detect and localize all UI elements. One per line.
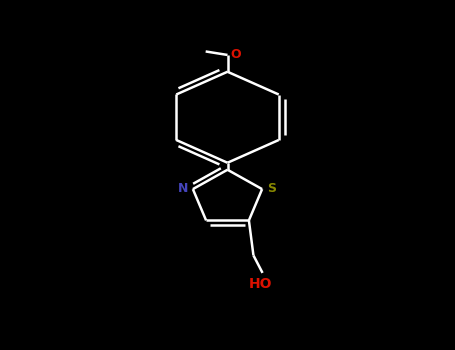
Text: HO: HO bbox=[248, 277, 272, 291]
Text: O: O bbox=[230, 48, 241, 62]
Text: N: N bbox=[178, 182, 188, 195]
Text: S: S bbox=[268, 182, 277, 195]
